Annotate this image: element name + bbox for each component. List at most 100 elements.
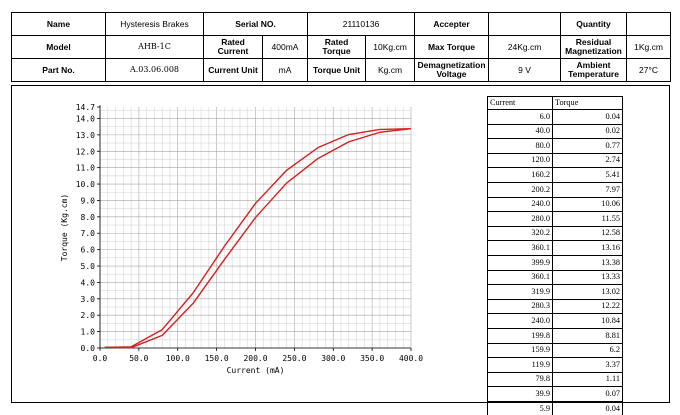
current-cell: 240.0 — [487, 313, 553, 329]
current-cell: 160.2 — [487, 167, 553, 183]
y-tick-label: 13.0 — [76, 131, 95, 140]
torque-current-chart: 0.0 50.0 100.0 150.0 200.0 250.0 300.0 350.0 400… — [60, 103, 423, 375]
header-current: Current — [487, 96, 553, 110]
table-row: 160.2 5.41 — [487, 167, 623, 183]
current-cell: 79.8 — [487, 371, 553, 388]
model-value: AHB-1C — [105, 35, 204, 59]
quantity-label: Quantity — [560, 12, 628, 36]
table-row: 199.8 8.81 — [487, 327, 623, 344]
torque-cell: 2.74 — [552, 152, 623, 169]
current-cell: 360.1 — [487, 240, 553, 256]
torque-cell: 10.84 — [552, 313, 623, 329]
torque-cell: 0.04 — [552, 109, 623, 125]
current-cell: 120.0 — [487, 152, 553, 169]
table-row: 39.9 0.07 — [487, 386, 623, 402]
x-tick-label: 200.0 — [243, 354, 267, 363]
torque-cell: 3.37 — [552, 357, 623, 373]
table-row: 120.0 2.74 — [487, 152, 623, 169]
table-row: 399.9 13.38 — [487, 254, 623, 271]
torque-cell: 13.16 — [552, 240, 623, 256]
model-label: Model — [11, 35, 106, 59]
rated-current-value: 400mA — [261, 35, 309, 59]
x-tick-label: 150.0 — [205, 354, 229, 363]
torque-cell: 0.77 — [552, 138, 623, 154]
torque-cell: 5.41 — [552, 167, 623, 183]
y-tick-label: 1.0 — [81, 328, 96, 337]
table-row: 280.3 12.22 — [487, 298, 623, 315]
results-frame — [11, 85, 670, 403]
table-row: 319.9 13.02 — [487, 284, 623, 300]
y-tick-label: 3.0 — [81, 295, 96, 304]
header-torque: Torque — [552, 96, 623, 110]
table-row: 40.0 0.02 — [487, 123, 623, 140]
torque-cell: 0.04 — [552, 400, 623, 415]
y-tick-label: 12.0 — [76, 147, 95, 156]
y-tick-label: 14.0 — [76, 114, 95, 123]
torque-unit-label: Torque Unit — [307, 58, 367, 82]
x-tick-label: 300.0 — [321, 354, 345, 363]
table-header-row: Current Torque — [487, 96, 623, 110]
spec-table: Name Hysteresis Brakes Serial NO. 211101… — [11, 12, 672, 82]
data-table: Current Torque 6.0 0.04 40.0 0.02 80.0 0.77 12… — [487, 96, 623, 415]
max-torque-label: Max Torque — [414, 35, 490, 59]
table-row: 5.9 0.04 — [487, 400, 623, 415]
y-tick-label: 9.0 — [81, 196, 96, 205]
table-row: 80.0 0.77 — [487, 138, 623, 154]
demag-label: Demagnetization Voltage — [414, 58, 490, 82]
x-tick-label: 250.0 — [282, 354, 306, 363]
ambient-label: Ambient Temperature — [560, 58, 628, 82]
part-label: Part No. — [11, 58, 106, 82]
current-cell: 199.8 — [487, 327, 553, 344]
series-line — [104, 127, 412, 349]
x-tick-label: 0.0 — [93, 354, 108, 363]
x-axis-title: Current (mA) — [227, 366, 285, 375]
current-cell: 280.3 — [487, 298, 553, 315]
current-cell: 319.9 — [487, 284, 553, 300]
current-cell: 6.0 — [487, 109, 553, 125]
table-row: 200.2 7.97 — [487, 181, 623, 198]
table-row: 159.9 6.2 — [487, 342, 623, 359]
name-label: Name — [11, 12, 106, 36]
serial-value: 21110136 — [307, 12, 416, 36]
rated-torque-value: 10Kg.cm — [365, 35, 416, 59]
y-tick-label: 6.0 — [81, 246, 96, 255]
torque-cell: 8.81 — [552, 327, 623, 344]
table-row: 360.1 13.33 — [487, 269, 623, 286]
rated-torque-label: Rated Torque — [307, 35, 367, 59]
residual-label: Residual Magnetization — [560, 35, 628, 59]
y-tick-label: 14.7 — [76, 103, 95, 112]
torque-cell: 13.38 — [552, 254, 623, 271]
torque-cell: 13.33 — [552, 269, 623, 286]
table-row: 280.0 11.55 — [487, 211, 623, 227]
current-cell: 360.1 — [487, 269, 553, 286]
y-tick-label: 0.0 — [81, 344, 96, 353]
torque-cell: 12.22 — [552, 298, 623, 315]
torque-cell: 1.11 — [552, 371, 623, 388]
y-tick-label: 5.0 — [81, 262, 96, 271]
y-tick-label: 11.0 — [76, 164, 95, 173]
current-unit-value: mA — [261, 58, 309, 82]
torque-unit-value: Kg.cm — [365, 58, 416, 82]
current-cell: 240.0 — [487, 196, 553, 213]
x-tick-label: 400.0 — [399, 354, 423, 363]
current-cell: 280.0 — [487, 211, 553, 227]
series-line — [104, 127, 411, 349]
torque-cell: 6.2 — [552, 342, 623, 359]
ambient-value: 27°C — [626, 58, 672, 82]
current-cell: 200.2 — [487, 181, 553, 198]
y-tick-label: 7.0 — [81, 229, 96, 238]
residual-value: 1Kg.cm — [626, 35, 672, 59]
part-value: A.03.06.008 — [105, 58, 204, 82]
table-row: 79.8 1.11 — [487, 371, 623, 388]
torque-cell: 11.55 — [552, 211, 623, 227]
serial-label: Serial NO. — [202, 12, 309, 36]
name-value: Hysteresis Brakes — [105, 12, 204, 36]
table-row: 119.9 3.37 — [487, 357, 623, 373]
current-cell: 320.2 — [487, 225, 553, 242]
accepter-value — [488, 12, 562, 36]
y-tick-label: 10.0 — [76, 180, 95, 189]
table-row: 240.0 10.84 — [487, 313, 623, 329]
x-tick-label: 350.0 — [360, 354, 384, 363]
torque-cell: 13.02 — [552, 284, 623, 300]
y-tick-label: 4.0 — [81, 278, 96, 287]
